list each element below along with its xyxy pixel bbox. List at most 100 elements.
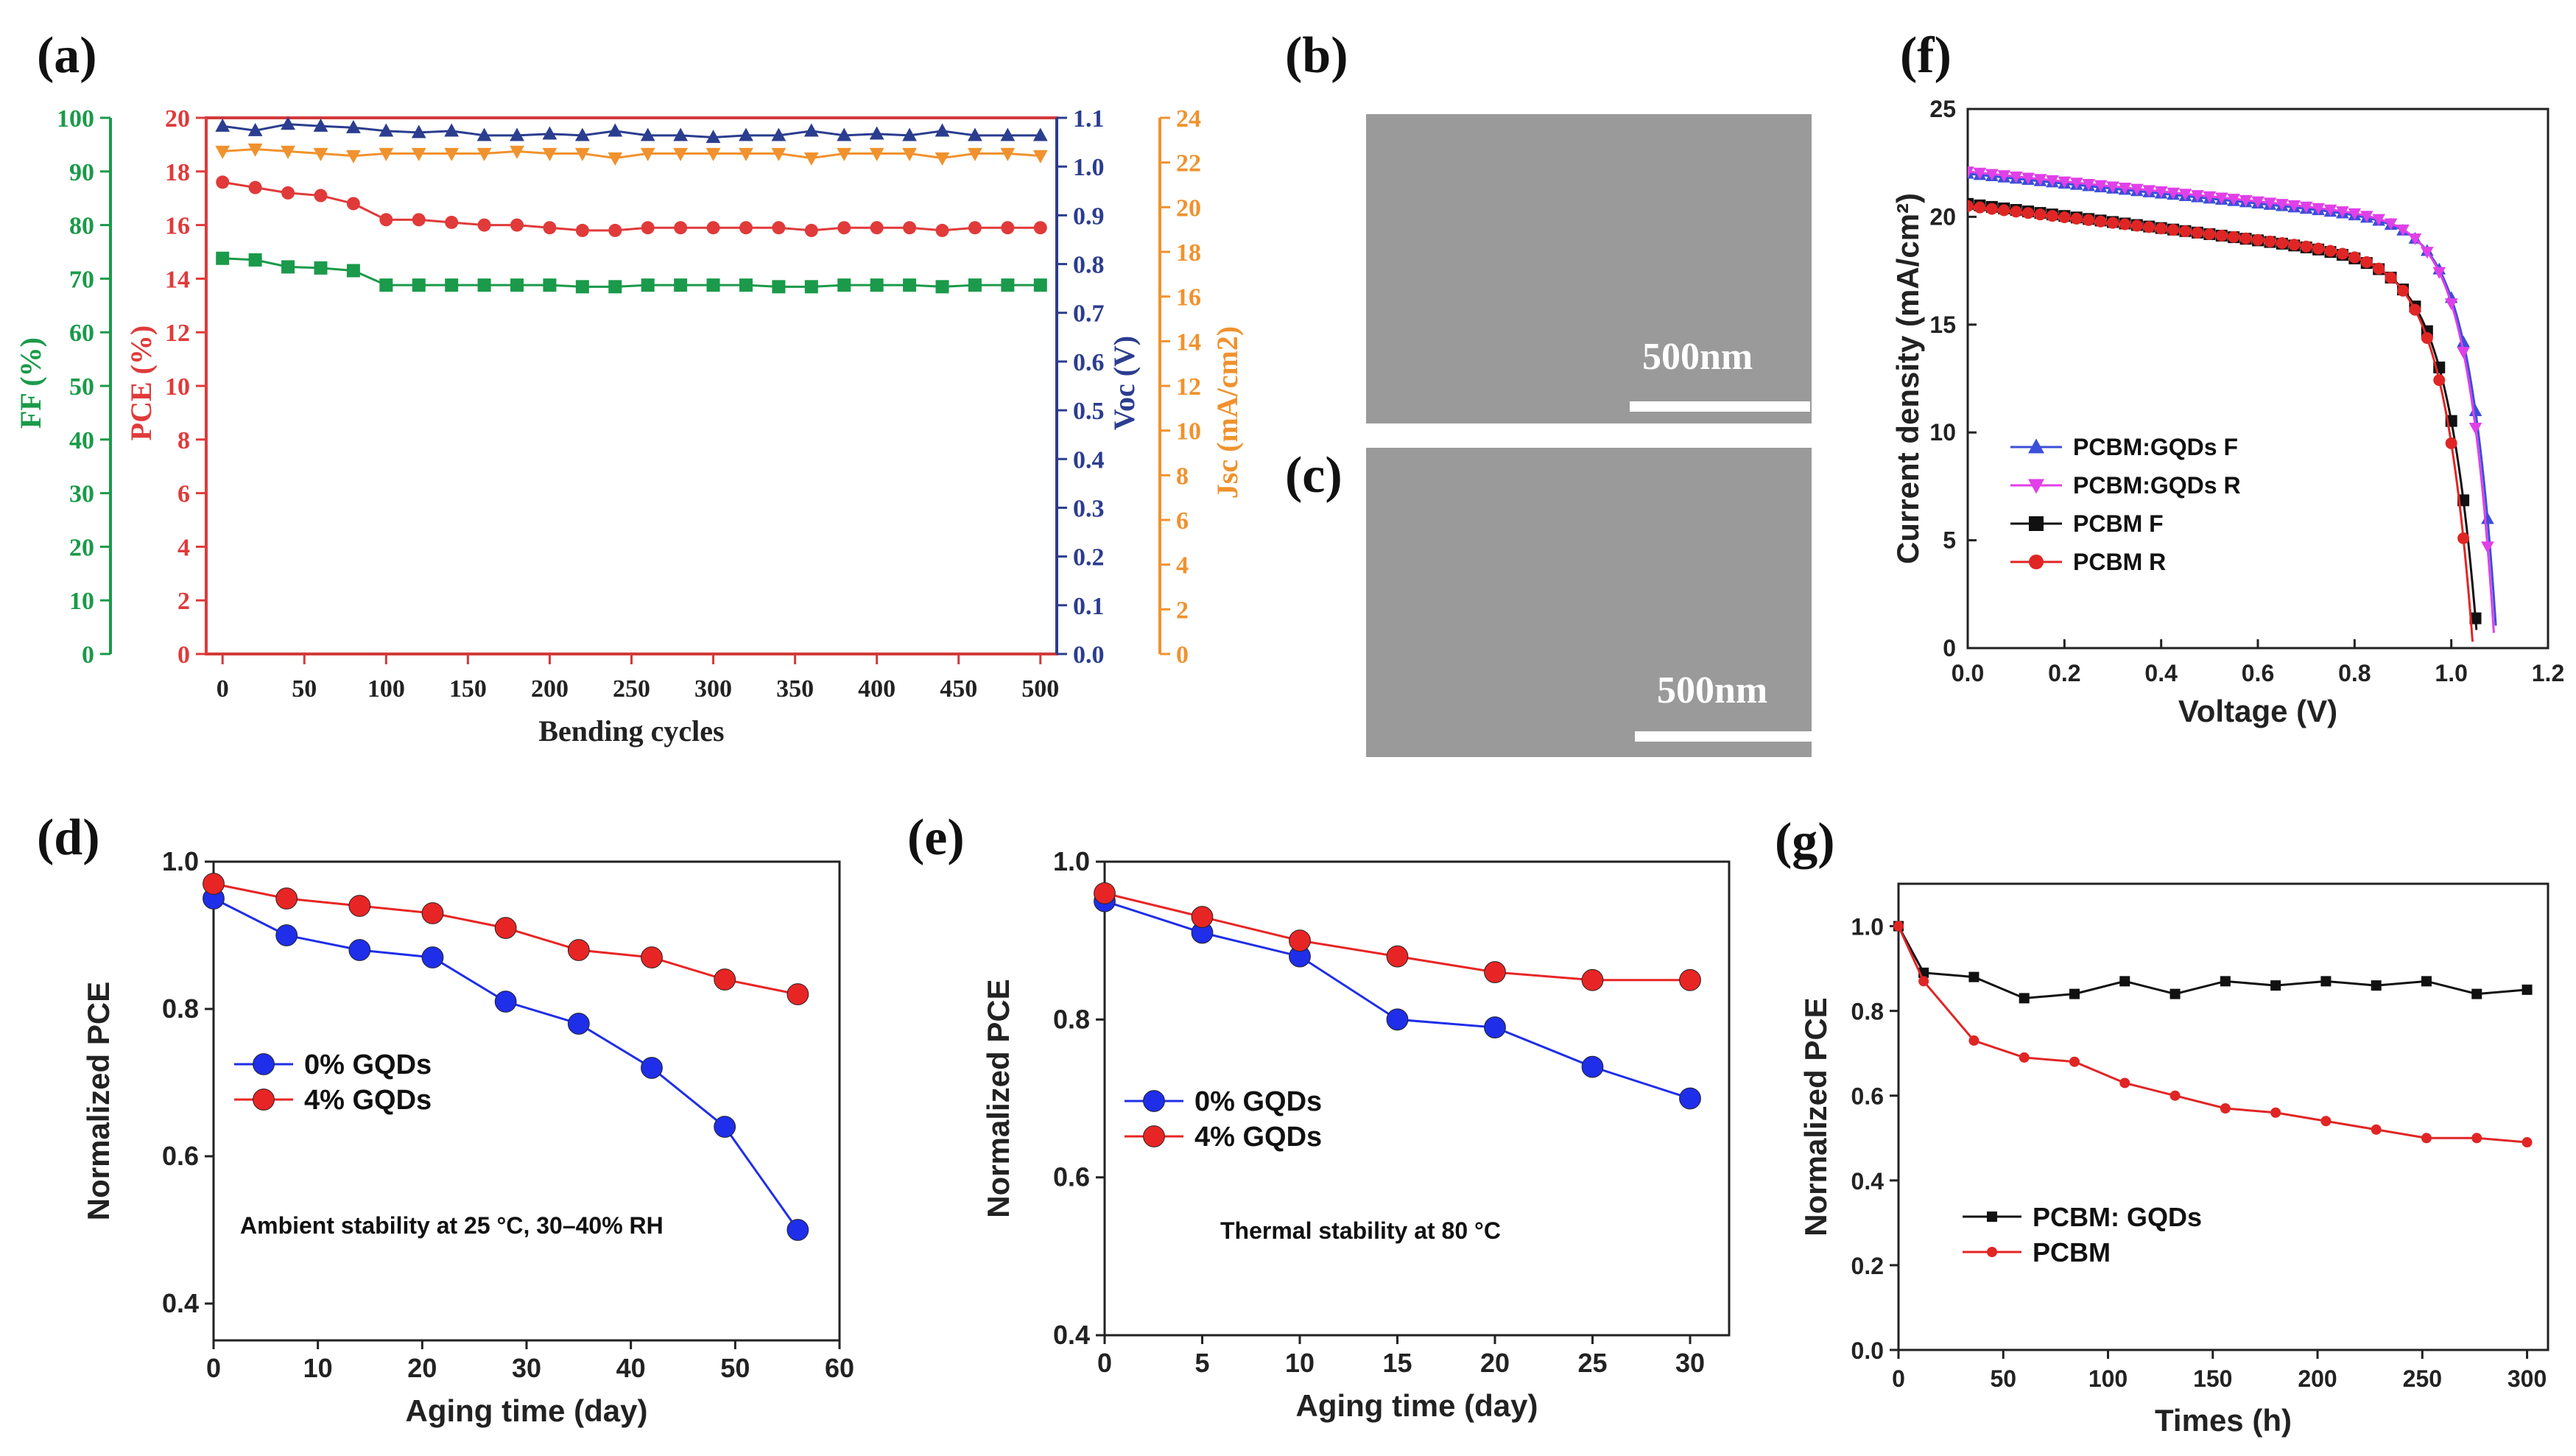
- y-tick-label-jsc: 8: [1176, 463, 1189, 490]
- y-tick-label-f: 25: [1929, 96, 1956, 122]
- data-point-ff: [445, 278, 459, 292]
- legend-label-f: PCBM:GQDs F: [2073, 434, 2238, 460]
- data-point-PCBM:GQDs R: [2299, 201, 2313, 214]
- data-point-PCBM:GQDs R: [2276, 199, 2289, 211]
- data-point-g: [2320, 976, 2332, 987]
- data-point-PCBM:GQDs R: [2408, 233, 2422, 245]
- data-point-PCBM:GQDs R: [2178, 189, 2192, 201]
- jv-curve-PCBM F: [1968, 203, 2478, 630]
- data-point-g: [2169, 988, 2181, 999]
- data-point-jsc: [771, 147, 786, 161]
- data-point-g: [2119, 976, 2130, 987]
- data-point-g: [1968, 1035, 1979, 1046]
- data-point-jsc: [1000, 147, 1016, 161]
- data-point-PCBM:GQDs R: [2046, 175, 2059, 187]
- data-point-PCBM:GQDs R: [2457, 347, 2470, 359]
- data-point-d: [421, 946, 444, 968]
- legend-marker-d: [253, 1089, 275, 1111]
- legend-label-g: PCBM: [2033, 1237, 2111, 1267]
- data-point-PCBM R: [2070, 212, 2083, 225]
- x-axis-label-f: Voltage (V): [2178, 694, 2337, 728]
- x-tick-label-g: 150: [2193, 1365, 2232, 1392]
- data-point-g: [2421, 976, 2432, 987]
- data-point-ff: [706, 278, 720, 292]
- data-point-PCBM R: [2397, 284, 2409, 297]
- data-point-jsc: [1032, 150, 1048, 163]
- x-tick-label-a: 500: [1021, 675, 1059, 703]
- y-tick-label-jsc: 22: [1176, 150, 1201, 177]
- panel-letter-g: (g): [1775, 813, 1835, 870]
- y-tick-label-voc: 0.5: [1073, 398, 1105, 425]
- chart-f: 0.0 0.2 0.4 0.6 0.8 1.0 1.2 0 5 10 15 20 25 Voltage (…: [1890, 96, 2564, 728]
- data-point-pce: [608, 223, 622, 237]
- data-point-voc: [771, 127, 786, 141]
- data-point-jsc: [281, 145, 295, 159]
- y-tick-label-ff: 0: [82, 641, 94, 669]
- legend-label-e: 0% GQDs: [1194, 1086, 1322, 1117]
- data-point-PCBM:GQDs R: [1985, 169, 1999, 181]
- data-point-PCBM:GQDs R: [2468, 423, 2482, 435]
- y-tick-label-e: 0.8: [1053, 1004, 1090, 1034]
- y-tick-label-d: 1.0: [162, 846, 199, 876]
- data-point-PCBM:GQDs R: [2167, 187, 2180, 200]
- chart-g: 0 50 100 150 200 250 300 0.0 0.2 0.4 0.6 0.8 1.0 Time…: [1798, 882, 2549, 1438]
- sem-scale-label-b: 500nm: [1642, 336, 1753, 378]
- data-point-jsc: [542, 147, 557, 161]
- y-tick-label-ff: 90: [69, 159, 94, 186]
- data-point-pce: [903, 221, 917, 235]
- data-point-ff: [510, 278, 524, 292]
- x-tick-label-e: 15: [1382, 1348, 1412, 1378]
- y-tick-label-f: 0: [1943, 635, 1956, 661]
- data-point-PCBM R: [2312, 242, 2325, 255]
- data-point-ff: [575, 280, 589, 294]
- panel-letter-f: (f): [1900, 27, 1952, 84]
- x-tick-label-a: 150: [449, 675, 487, 703]
- y-tick-label-voc: 0.0: [1073, 641, 1105, 669]
- data-point-g: [2220, 976, 2231, 987]
- data-point-ff: [248, 253, 262, 267]
- y-axis-label-d: Normalized PCE: [81, 982, 116, 1220]
- data-point-PCBM:GQDs R: [2348, 208, 2362, 220]
- data-point-ff: [837, 278, 851, 292]
- legend-marker-f: [2028, 438, 2044, 454]
- data-point-PCBM:GQDs R: [2033, 174, 2047, 186]
- x-tick-label-f: 1.0: [2435, 660, 2467, 686]
- data-point-PCBM R: [2034, 208, 2047, 221]
- y-tick-label-jsc: 4: [1176, 552, 1189, 580]
- data-point-PCBM R: [1985, 203, 1998, 215]
- data-point-g: [1918, 976, 1929, 987]
- y-axis-label-f: Current density (mA/cm²): [1890, 193, 1925, 564]
- plot-frame-g: [1897, 882, 2549, 1351]
- data-point-PCBM R: [1998, 204, 2010, 217]
- x-tick-label-g: 250: [2403, 1365, 2442, 1392]
- y-tick-label-d: 0.8: [162, 993, 199, 1024]
- data-point-PCBM R: [2143, 221, 2156, 233]
- y-tick-label-d: 0.4: [162, 1288, 199, 1318]
- data-point-pce: [935, 223, 949, 237]
- x-tick-label-d: 10: [303, 1353, 333, 1383]
- data-point-pce: [1033, 221, 1047, 235]
- data-point-PCBM:GQDs R: [2263, 197, 2277, 210]
- data-point-e: [1484, 961, 1506, 983]
- y-axis-label-e: Normalized PCE: [981, 979, 1016, 1217]
- y-tick-label-e: 1.0: [1053, 846, 1090, 876]
- y-tick-label-pce: 4: [177, 534, 190, 561]
- data-point-jsc: [247, 143, 263, 157]
- x-tick-label-a: 200: [531, 675, 569, 703]
- data-point-g: [2522, 984, 2533, 995]
- data-point-d: [203, 873, 225, 895]
- data-point-PCBM R: [2179, 225, 2192, 238]
- y-tick-label-voc: 0.4: [1073, 446, 1105, 474]
- data-point-PCBM:GQDs R: [2118, 182, 2132, 194]
- data-point-jsc: [705, 147, 721, 161]
- data-point-d: [567, 939, 590, 961]
- data-point-g: [2169, 1090, 2181, 1101]
- data-point-pce: [445, 215, 459, 229]
- data-point-PCBM R: [2300, 240, 2312, 253]
- y-axis-label-ff: FF (%): [14, 337, 47, 429]
- data-point-e: [1679, 968, 1701, 991]
- y-tick-label-e: 0.6: [1053, 1162, 1090, 1192]
- data-point-PCBM:GQDs R: [2432, 267, 2446, 279]
- legend-label-g: PCBM: GQDs: [2033, 1202, 2202, 1232]
- legend-label-d: 0% GQDs: [304, 1049, 432, 1080]
